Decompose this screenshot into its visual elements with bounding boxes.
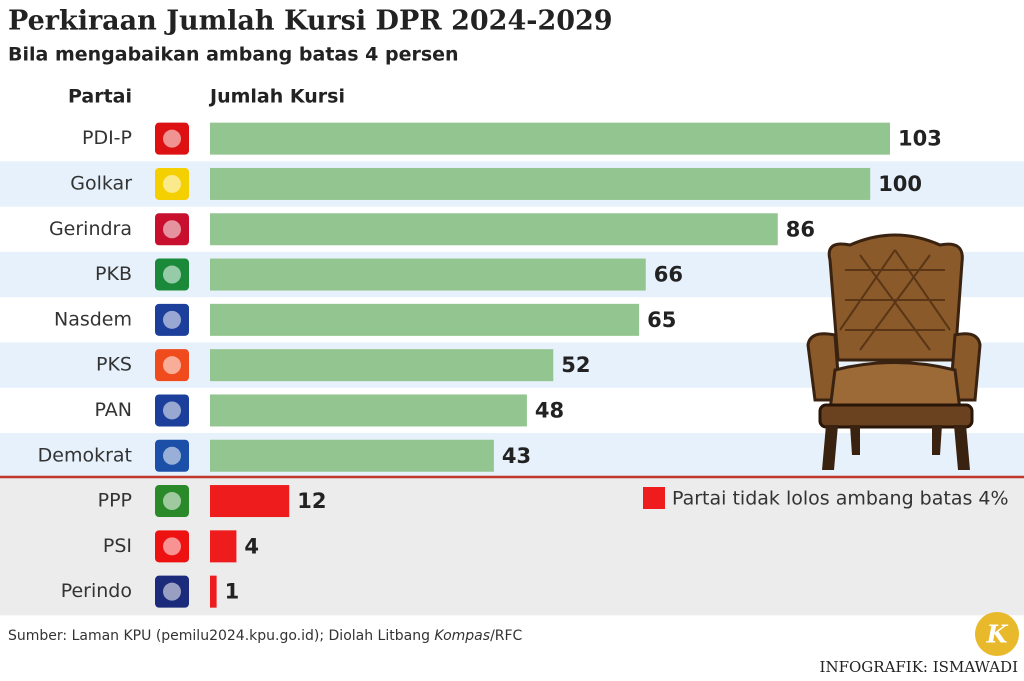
bar xyxy=(210,575,217,608)
value-label: 48 xyxy=(535,398,564,422)
credit: INFOGRAFIK: ISMAWADI xyxy=(820,658,1019,676)
bar xyxy=(210,485,290,518)
value-label: 66 xyxy=(654,263,683,287)
bar xyxy=(210,439,494,472)
legend-label: Partai tidak lolos ambang batas 4% xyxy=(672,488,1009,510)
bar xyxy=(210,167,871,200)
source-text: /RFC xyxy=(490,628,522,644)
party-logo-detail xyxy=(163,310,181,329)
category-label: PKS xyxy=(96,354,132,376)
category-label: Nasdem xyxy=(54,308,132,330)
value-label: 4 xyxy=(244,534,259,558)
party-logo-detail xyxy=(163,446,181,465)
value-label: 100 xyxy=(878,172,922,196)
bar xyxy=(210,349,554,382)
party-logo-detail xyxy=(163,582,181,601)
value-label: 43 xyxy=(502,444,531,468)
value-label: 86 xyxy=(786,217,815,241)
category-label: PAN xyxy=(95,399,132,421)
party-logo-detail xyxy=(163,220,181,239)
party-logo-detail xyxy=(163,129,181,148)
source-text: Sumber: Laman KPU (pemilu2024.kpu.go.id)… xyxy=(8,628,434,644)
bar xyxy=(210,394,527,427)
party-logo-detail xyxy=(163,401,181,420)
category-label: PDI-P xyxy=(82,127,132,149)
publisher-logo-letter: K xyxy=(986,620,1009,649)
category-label: PSI xyxy=(103,535,132,557)
source-note: Sumber: Laman KPU (pemilu2024.kpu.go.id)… xyxy=(8,628,523,644)
party-logo-detail xyxy=(163,265,181,284)
publisher-logo xyxy=(975,612,1019,656)
category-label: PPP xyxy=(98,490,132,512)
bar xyxy=(210,303,640,336)
value-label: 1 xyxy=(225,580,240,604)
value-label: 12 xyxy=(297,489,326,513)
party-logo-detail xyxy=(163,356,181,375)
bar xyxy=(210,530,237,563)
category-label: Gerindra xyxy=(49,218,132,240)
category-label: Demokrat xyxy=(38,444,132,466)
value-label: 65 xyxy=(647,308,676,332)
party-logo-detail xyxy=(163,492,181,511)
category-label: PKB xyxy=(95,263,132,285)
chart-subtitle: Bila mengabaikan ambang batas 4 persen xyxy=(8,44,459,66)
party-logo-detail xyxy=(163,537,181,556)
category-label: Golkar xyxy=(70,172,132,194)
bar xyxy=(210,122,890,155)
row-background xyxy=(0,569,1024,616)
bar xyxy=(210,213,778,246)
chart-title: Perkiraan Jumlah Kursi DPR 2024-2029 xyxy=(8,6,613,37)
value-label: 52 xyxy=(561,353,590,377)
legend-swatch xyxy=(643,487,665,509)
value-header: Jumlah Kursi xyxy=(208,86,345,108)
party-logo-detail xyxy=(163,174,181,193)
bar xyxy=(210,258,646,291)
value-label: 103 xyxy=(898,127,942,151)
chair-illustration xyxy=(806,233,982,470)
source-text: Kompas xyxy=(434,628,490,644)
category-label: Perindo xyxy=(61,580,132,602)
category-header: Partai xyxy=(68,86,132,108)
row-background xyxy=(0,523,1024,570)
